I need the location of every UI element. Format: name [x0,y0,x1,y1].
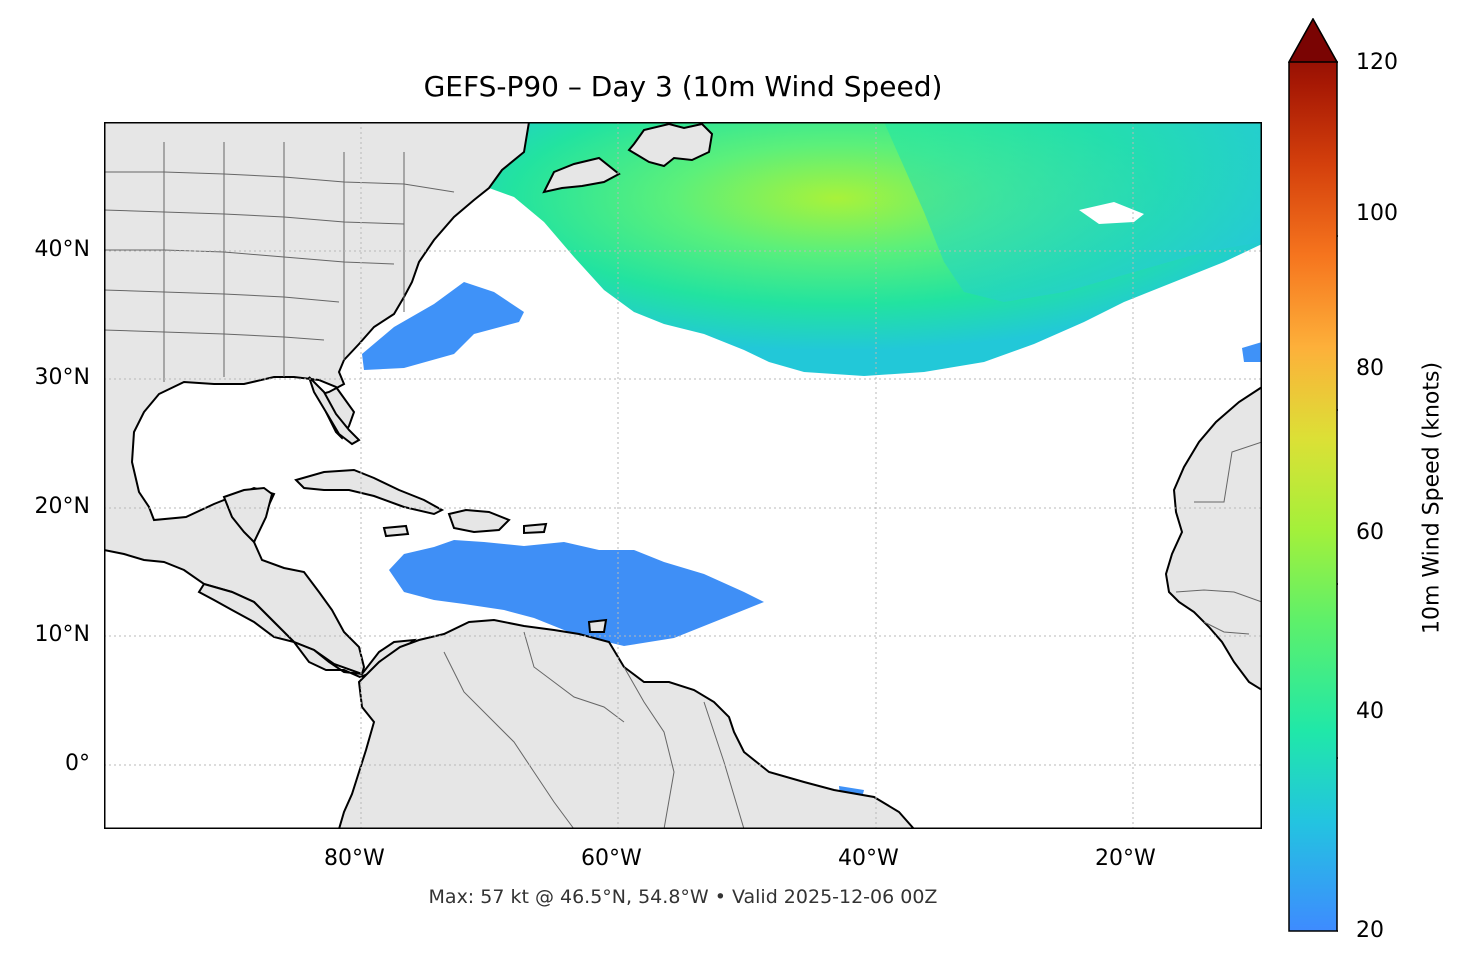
colorbar-tick-80: 80 [1356,356,1384,381]
colorbar-extend-arrow [1288,18,1338,63]
land-hispaniola [447,508,511,534]
colorbar-label: 10m Wind Speed (knots) [1419,361,1445,635]
wind-field-caribbean [389,540,764,646]
land-cuba [294,468,445,516]
land-yucatan [222,486,274,544]
caption-max-valid: Max: 57 kt @ 46.5°N, 54.8°W • Valid 2025… [428,886,938,908]
wind-field-east-lobe [884,122,1262,302]
colorbar-tick-20: 20 [1356,918,1384,943]
lat-tick-40n: 40°N [34,237,90,262]
land-florida [308,376,361,446]
lat-tick-20n: 20°N [34,494,90,519]
lat-tick-10n: 10°N [34,622,90,647]
colorbar-tick-120: 120 [1356,50,1398,75]
wind-field-off-africa [1242,342,1262,362]
wind-field-us-coast [362,282,524,370]
map-panel [104,122,1262,829]
colorbar-tick-60: 60 [1356,520,1384,545]
lon-tick-20w: 20°W [1095,846,1156,871]
lat-tick-0: 0° [65,751,90,776]
land-south-america [337,618,916,829]
lon-tick-80w: 80°W [324,846,385,871]
land-nova-scotia [542,156,621,194]
lat-tick-30n: 30°N [34,365,90,390]
map-border [104,122,1262,829]
chart-title: GEFS-P90 – Day 3 (10m Wind Speed) [423,70,943,103]
land-africa [1164,385,1262,692]
colorbar-tick-100: 100 [1356,201,1398,226]
colorbar-tick-40: 40 [1356,699,1384,724]
political-borders [104,142,1262,829]
land-puerto-rico [523,522,548,535]
lon-tick-40w: 40°W [838,846,899,871]
lon-tick-60w: 60°W [581,846,642,871]
colorbar [1288,18,1338,932]
land-jamaica [382,524,410,538]
land-trinidad [587,618,608,633]
wind-field-gap [1079,202,1144,224]
colorbar-gradient [1288,18,1338,932]
gridlines [104,122,1262,829]
land-newfoundland [627,122,714,168]
